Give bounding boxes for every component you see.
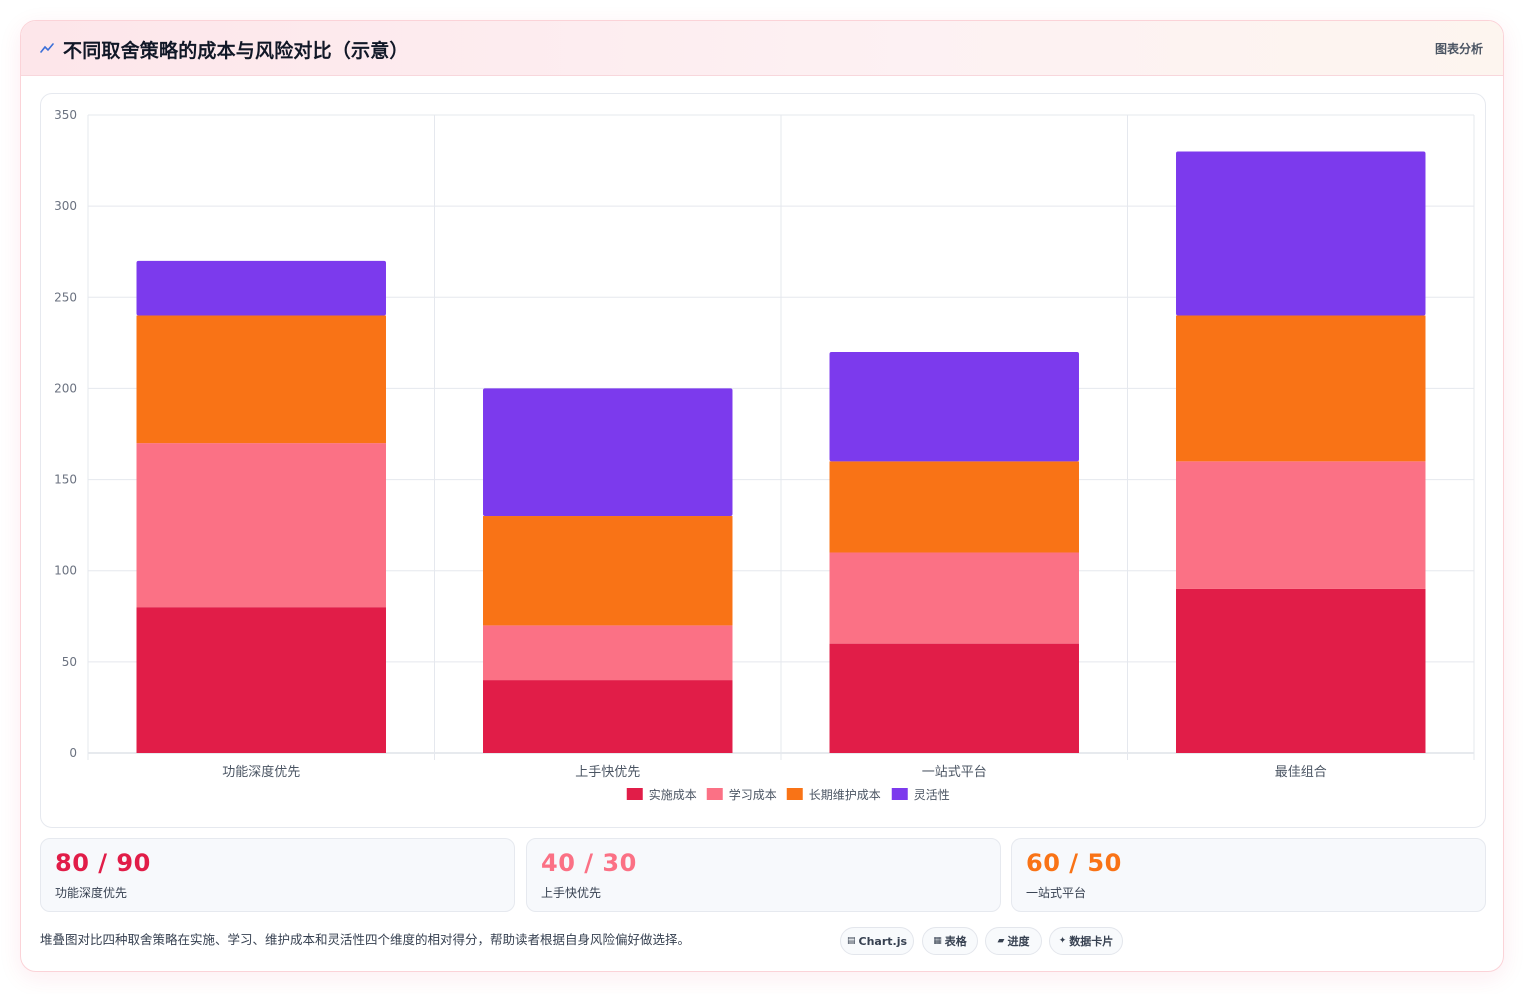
bar-segment (829, 552, 1079, 644)
chart-footnote: 堆叠图对比四种取舍策略在实施、学习、维护成本和灵活性四个维度的相对得分，帮助读者… (40, 932, 691, 947)
stat-value: 40 / 30 (541, 849, 637, 877)
chart-analysis-tag: 图表分析 (1434, 42, 1483, 56)
pill-data-card[interactable]: ✦ 数据卡片 (1049, 927, 1123, 955)
card-header: 不同取舍策略的成本与风险对比（示意） 图表分析 (21, 21, 1503, 76)
bar-segment (1176, 315, 1426, 462)
pill-label: 表格 (944, 935, 967, 948)
legend-swatch (891, 788, 908, 800)
bar-segment (483, 625, 733, 681)
table-icon: ▦ (933, 936, 942, 946)
y-tick-label: 100 (54, 564, 77, 578)
chart-card: 不同取舍策略的成本与风险对比（示意） 图表分析 0 50 100 150 200 250 3… (20, 20, 1504, 972)
pill-progress[interactable]: ▰ 进度 (985, 927, 1042, 955)
y-tick-label: 250 (54, 290, 77, 304)
pill-label: 进度 (1007, 935, 1030, 948)
legend-label: 实施成本 (649, 787, 697, 802)
stat-value: 60 / 50 (1026, 849, 1122, 877)
chart-area: 0 50 100 150 200 250 300 350 功能深度优先 上手快优先 一站式平台 最佳组… (40, 93, 1486, 828)
pill-label: Chart.js (858, 934, 908, 948)
legend-label: 学习成本 (729, 787, 777, 802)
stat-card-feature-depth: 80 / 90 功能深度优先 (40, 838, 515, 912)
bar-segment (829, 461, 1079, 553)
y-tick-label: 300 (54, 199, 77, 213)
legend-swatch (706, 788, 723, 800)
stat-card-all-in-one: 60 / 50 一站式平台 (1011, 838, 1486, 912)
stat-value: 80 / 90 (55, 849, 151, 877)
legend-swatch (626, 788, 643, 800)
stat-card-quick-start: 40 / 30 上手快优先 (526, 838, 1001, 912)
y-tick-label: 350 (54, 108, 77, 122)
bar-segment (483, 680, 733, 753)
bar-segment (829, 351, 1079, 462)
bar-segment (483, 388, 733, 517)
sparkle-icon: ✦ (1058, 936, 1067, 946)
bar-segment (483, 516, 733, 626)
y-tick-label: 50 (62, 655, 77, 669)
y-tick-label: 200 (54, 381, 77, 395)
pill-chartjs[interactable]: ▤ Chart.js (840, 927, 914, 955)
x-tick-label: 功能深度优先 (222, 764, 300, 780)
trend-icon (40, 43, 54, 53)
bar-segment (136, 260, 386, 316)
stat-label: 功能深度优先 (55, 886, 128, 900)
pill-table[interactable]: ▦ 表格 (922, 927, 978, 955)
stacked-bar-chart: 0 50 100 150 200 250 300 350 功能深度优先 上手快优先 一站式平台 最佳组… (54, 108, 1475, 802)
y-tick-label: 150 (54, 473, 77, 487)
progress-icon: ▰ (997, 936, 1005, 946)
bar-segment (1176, 151, 1426, 316)
stat-label: 上手快优先 (541, 886, 602, 900)
legend-label: 长期维护成本 (809, 788, 881, 802)
legend-swatch (786, 788, 803, 800)
y-tick-label: 0 (69, 746, 77, 760)
page-title: 不同取舍策略的成本与风险对比（示意） (63, 40, 409, 62)
legend-label: 灵活性 (914, 788, 950, 802)
bar-segment (136, 443, 386, 608)
chart-icon: ▤ (846, 936, 856, 946)
x-tick-label: 最佳组合 (1275, 765, 1327, 780)
bar-segment (829, 643, 1079, 753)
x-tick-label: 上手快优先 (575, 765, 640, 780)
bar-segment (136, 607, 386, 753)
pill-label: 数据卡片 (1069, 935, 1114, 948)
bar-segment (1176, 588, 1426, 753)
bar-segment (136, 315, 386, 444)
stat-label: 一站式平台 (1026, 886, 1087, 900)
x-tick-label: 一站式平台 (922, 765, 987, 780)
bar-segment (1176, 461, 1426, 589)
